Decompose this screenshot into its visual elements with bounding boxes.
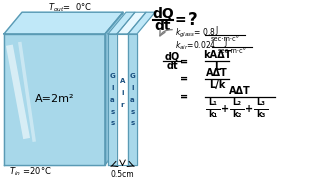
Text: $T_{out}$=  0°C: $T_{out}$= 0°C <box>48 1 92 13</box>
Text: l: l <box>111 85 114 91</box>
Text: s: s <box>130 109 135 114</box>
Text: A=2m²: A=2m² <box>35 94 75 104</box>
Text: sec·m·c°: sec·m·c° <box>211 36 239 42</box>
Text: k₃: k₃ <box>256 110 266 119</box>
Polygon shape <box>128 12 155 34</box>
Text: AΔT: AΔT <box>206 68 228 78</box>
Text: L₃: L₃ <box>257 98 265 107</box>
Polygon shape <box>4 34 105 165</box>
Text: G: G <box>130 73 135 79</box>
Text: k₁: k₁ <box>208 110 218 119</box>
Text: i: i <box>121 90 124 96</box>
Text: AΔT: AΔT <box>229 86 251 96</box>
Text: L₁: L₁ <box>209 98 217 107</box>
Text: =: = <box>174 13 186 27</box>
Text: L/k: L/k <box>209 80 225 90</box>
Text: a: a <box>130 97 135 103</box>
Text: s: s <box>110 120 115 126</box>
Text: =: = <box>180 56 188 66</box>
Text: kAΔT: kAΔT <box>203 50 231 60</box>
Text: dt: dt <box>166 61 178 71</box>
Text: G: G <box>110 73 116 79</box>
Text: dQ: dQ <box>164 51 180 61</box>
Polygon shape <box>117 34 128 165</box>
Text: 0.5cm: 0.5cm <box>111 170 134 179</box>
Text: $k_{air}$=0.024: $k_{air}$=0.024 <box>175 39 216 52</box>
Text: ?: ? <box>188 11 198 29</box>
Text: =: = <box>180 74 188 84</box>
Text: a: a <box>110 97 115 103</box>
Text: L: L <box>214 62 220 72</box>
Text: s: s <box>110 109 115 114</box>
Text: s: s <box>130 120 135 126</box>
Polygon shape <box>105 12 123 165</box>
Text: dQ: dQ <box>152 7 174 21</box>
Text: $k_{glass}$= 0.8: $k_{glass}$= 0.8 <box>175 27 215 40</box>
Text: dt: dt <box>155 19 171 33</box>
Text: sec·m·c°: sec·m·c° <box>218 48 246 54</box>
Text: A: A <box>120 78 125 84</box>
Polygon shape <box>4 12 123 34</box>
Polygon shape <box>108 34 117 165</box>
Text: J: J <box>225 38 227 47</box>
Text: k₂: k₂ <box>232 110 242 119</box>
Text: L₂: L₂ <box>233 98 242 107</box>
Text: +: + <box>221 103 229 114</box>
Text: J: J <box>216 26 218 35</box>
Polygon shape <box>117 12 146 34</box>
Polygon shape <box>108 12 135 34</box>
Text: =: = <box>180 92 188 102</box>
Text: $T_{in}$ =20°C: $T_{in}$ =20°C <box>9 165 51 178</box>
Text: r: r <box>121 102 124 108</box>
Polygon shape <box>128 34 137 165</box>
Text: l: l <box>131 85 134 91</box>
Text: +: + <box>245 103 253 114</box>
